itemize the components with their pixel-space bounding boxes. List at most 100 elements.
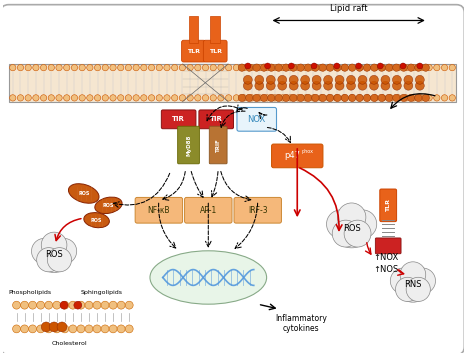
Text: Lipid raft: Lipid raft bbox=[330, 4, 368, 13]
Circle shape bbox=[241, 95, 247, 101]
Circle shape bbox=[312, 64, 319, 71]
Circle shape bbox=[319, 64, 326, 71]
Circle shape bbox=[265, 63, 270, 69]
Circle shape bbox=[268, 94, 275, 102]
Circle shape bbox=[93, 301, 101, 309]
Circle shape bbox=[295, 95, 301, 101]
Text: phox: phox bbox=[301, 149, 313, 154]
Circle shape bbox=[326, 210, 355, 238]
Circle shape bbox=[77, 301, 85, 309]
Circle shape bbox=[57, 322, 67, 332]
Circle shape bbox=[171, 64, 178, 71]
Circle shape bbox=[118, 95, 124, 101]
Circle shape bbox=[378, 64, 385, 71]
Circle shape bbox=[393, 64, 400, 71]
Circle shape bbox=[69, 325, 77, 333]
Circle shape bbox=[243, 75, 252, 84]
Circle shape bbox=[264, 64, 270, 71]
Circle shape bbox=[202, 64, 209, 71]
Text: ↑NOX: ↑NOX bbox=[374, 253, 399, 262]
Circle shape bbox=[422, 94, 430, 102]
FancyBboxPatch shape bbox=[184, 198, 232, 223]
Circle shape bbox=[395, 267, 431, 302]
Text: Sphingolipids: Sphingolipids bbox=[80, 290, 122, 295]
Circle shape bbox=[371, 64, 378, 71]
Circle shape bbox=[371, 94, 378, 102]
Circle shape bbox=[418, 95, 425, 101]
Circle shape bbox=[45, 325, 53, 333]
Circle shape bbox=[356, 64, 363, 71]
Circle shape bbox=[278, 75, 287, 84]
Circle shape bbox=[164, 95, 170, 101]
Circle shape bbox=[28, 301, 36, 309]
Text: TIR: TIR bbox=[210, 116, 223, 122]
FancyBboxPatch shape bbox=[203, 40, 227, 62]
Circle shape bbox=[407, 94, 415, 102]
Bar bbox=[8, 64, 456, 102]
Circle shape bbox=[279, 64, 286, 71]
Circle shape bbox=[426, 64, 432, 71]
FancyBboxPatch shape bbox=[237, 108, 276, 131]
Text: RNS: RNS bbox=[404, 280, 422, 289]
Circle shape bbox=[79, 95, 85, 101]
Circle shape bbox=[260, 64, 268, 71]
Circle shape bbox=[363, 94, 371, 102]
Circle shape bbox=[310, 95, 317, 101]
Text: IRF-3: IRF-3 bbox=[248, 206, 268, 215]
Circle shape bbox=[272, 95, 278, 101]
Circle shape bbox=[171, 95, 178, 101]
Circle shape bbox=[241, 64, 247, 71]
Circle shape bbox=[71, 95, 78, 101]
Circle shape bbox=[297, 94, 304, 102]
Circle shape bbox=[355, 63, 361, 69]
Circle shape bbox=[403, 95, 409, 101]
Circle shape bbox=[407, 64, 415, 71]
Circle shape bbox=[141, 64, 147, 71]
Circle shape bbox=[318, 95, 325, 101]
Circle shape bbox=[318, 64, 325, 71]
FancyBboxPatch shape bbox=[375, 238, 401, 254]
Circle shape bbox=[210, 95, 216, 101]
Circle shape bbox=[289, 75, 298, 84]
FancyBboxPatch shape bbox=[182, 40, 205, 62]
Circle shape bbox=[256, 95, 262, 101]
Circle shape bbox=[10, 64, 16, 71]
Circle shape bbox=[49, 322, 59, 332]
Circle shape bbox=[381, 81, 390, 90]
Circle shape bbox=[341, 64, 347, 71]
Circle shape bbox=[385, 94, 393, 102]
FancyBboxPatch shape bbox=[199, 110, 234, 129]
Circle shape bbox=[56, 95, 62, 101]
Circle shape bbox=[288, 63, 294, 69]
Text: NOX: NOX bbox=[248, 115, 266, 124]
Circle shape bbox=[347, 75, 355, 84]
Circle shape bbox=[333, 95, 340, 101]
Circle shape bbox=[364, 95, 371, 101]
Bar bbox=[189, 16, 198, 43]
Circle shape bbox=[245, 63, 251, 69]
Circle shape bbox=[110, 95, 116, 101]
Text: Inflammatory
cytokines: Inflammatory cytokines bbox=[275, 314, 327, 333]
Circle shape bbox=[290, 64, 297, 71]
Circle shape bbox=[36, 248, 61, 272]
FancyBboxPatch shape bbox=[135, 198, 183, 223]
Circle shape bbox=[358, 81, 367, 90]
Circle shape bbox=[202, 95, 209, 101]
Circle shape bbox=[41, 322, 51, 332]
Circle shape bbox=[210, 64, 216, 71]
Circle shape bbox=[301, 75, 310, 84]
FancyBboxPatch shape bbox=[177, 126, 199, 164]
Circle shape bbox=[268, 64, 275, 71]
Circle shape bbox=[357, 64, 363, 71]
Text: AP-1: AP-1 bbox=[200, 206, 217, 215]
Circle shape bbox=[133, 64, 139, 71]
Circle shape bbox=[17, 64, 24, 71]
Ellipse shape bbox=[69, 184, 99, 203]
Text: ROS: ROS bbox=[103, 203, 114, 208]
Circle shape bbox=[110, 64, 116, 71]
Circle shape bbox=[48, 64, 55, 71]
Circle shape bbox=[304, 64, 312, 71]
Circle shape bbox=[325, 64, 332, 71]
Circle shape bbox=[102, 64, 108, 71]
Circle shape bbox=[266, 75, 275, 84]
